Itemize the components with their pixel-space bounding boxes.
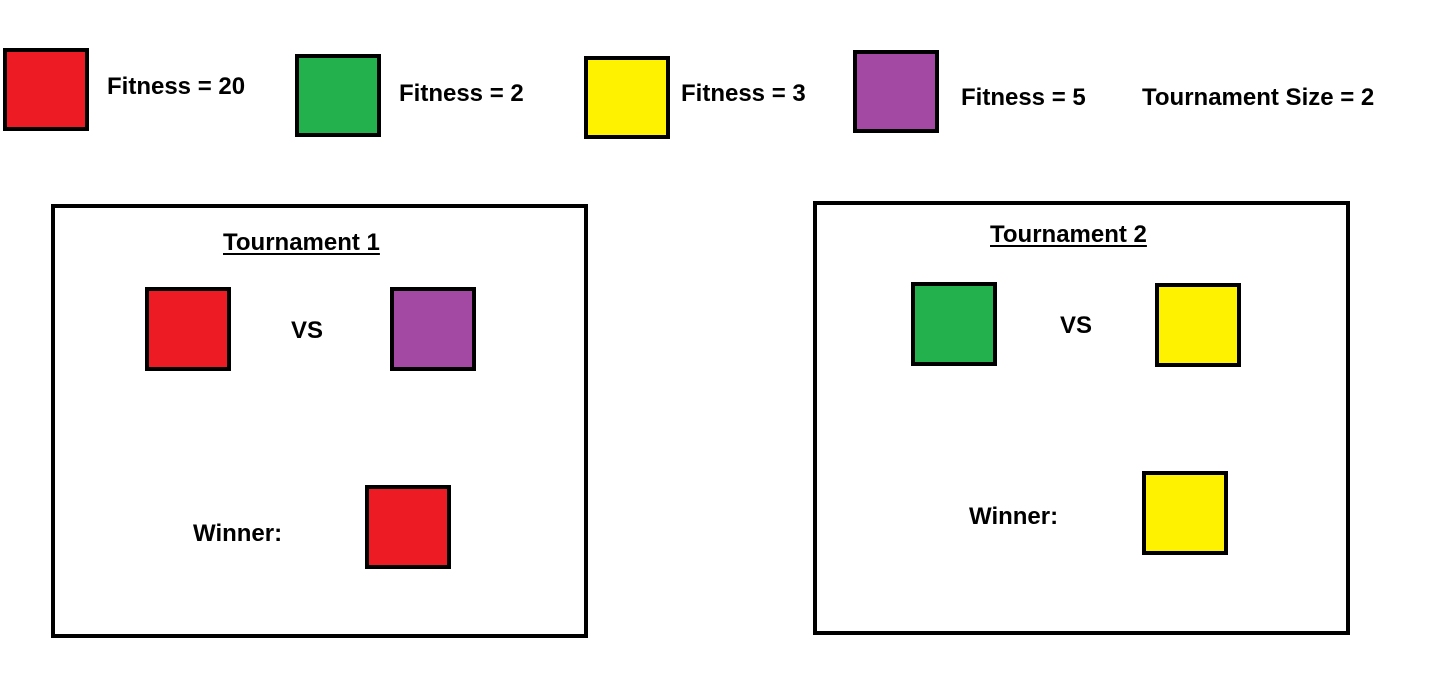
tournament-1-competitor-a xyxy=(145,287,231,371)
legend-label-green: Fitness = 2 xyxy=(399,80,524,107)
tournament-2-panel: Tournament 2 VS Winner: xyxy=(813,201,1350,635)
legend-swatch-red xyxy=(3,48,89,131)
legend-label-purple: Fitness = 5 xyxy=(961,84,1086,111)
legend-label-red: Fitness = 20 xyxy=(107,73,246,100)
tournament-2-competitor-a xyxy=(911,282,997,366)
legend-swatch-yellow xyxy=(584,56,670,139)
tournament-1-competitor-b xyxy=(390,287,476,371)
tournament-1-winner xyxy=(365,485,451,569)
tournament-1-panel: Tournament 1 VS Winner: xyxy=(51,204,588,638)
legend-swatch-purple xyxy=(853,50,939,133)
tournament-1-winner-label: Winner: xyxy=(193,520,283,547)
tournament-size-label: Tournament Size = 2 xyxy=(1142,84,1375,111)
tournament-1-title: Tournament 1 xyxy=(223,229,380,256)
legend-swatch-green xyxy=(295,54,381,137)
tournament-2-competitor-b xyxy=(1155,283,1241,367)
legend-label-yellow: Fitness = 3 xyxy=(681,80,806,107)
tournament-2-vs-label: VS xyxy=(1060,312,1093,339)
tournament-2-winner-label: Winner: xyxy=(969,503,1059,530)
tournament-2-title: Tournament 2 xyxy=(990,221,1147,248)
tournament-1-vs-label: VS xyxy=(291,317,324,344)
tournament-2-winner xyxy=(1142,471,1228,555)
